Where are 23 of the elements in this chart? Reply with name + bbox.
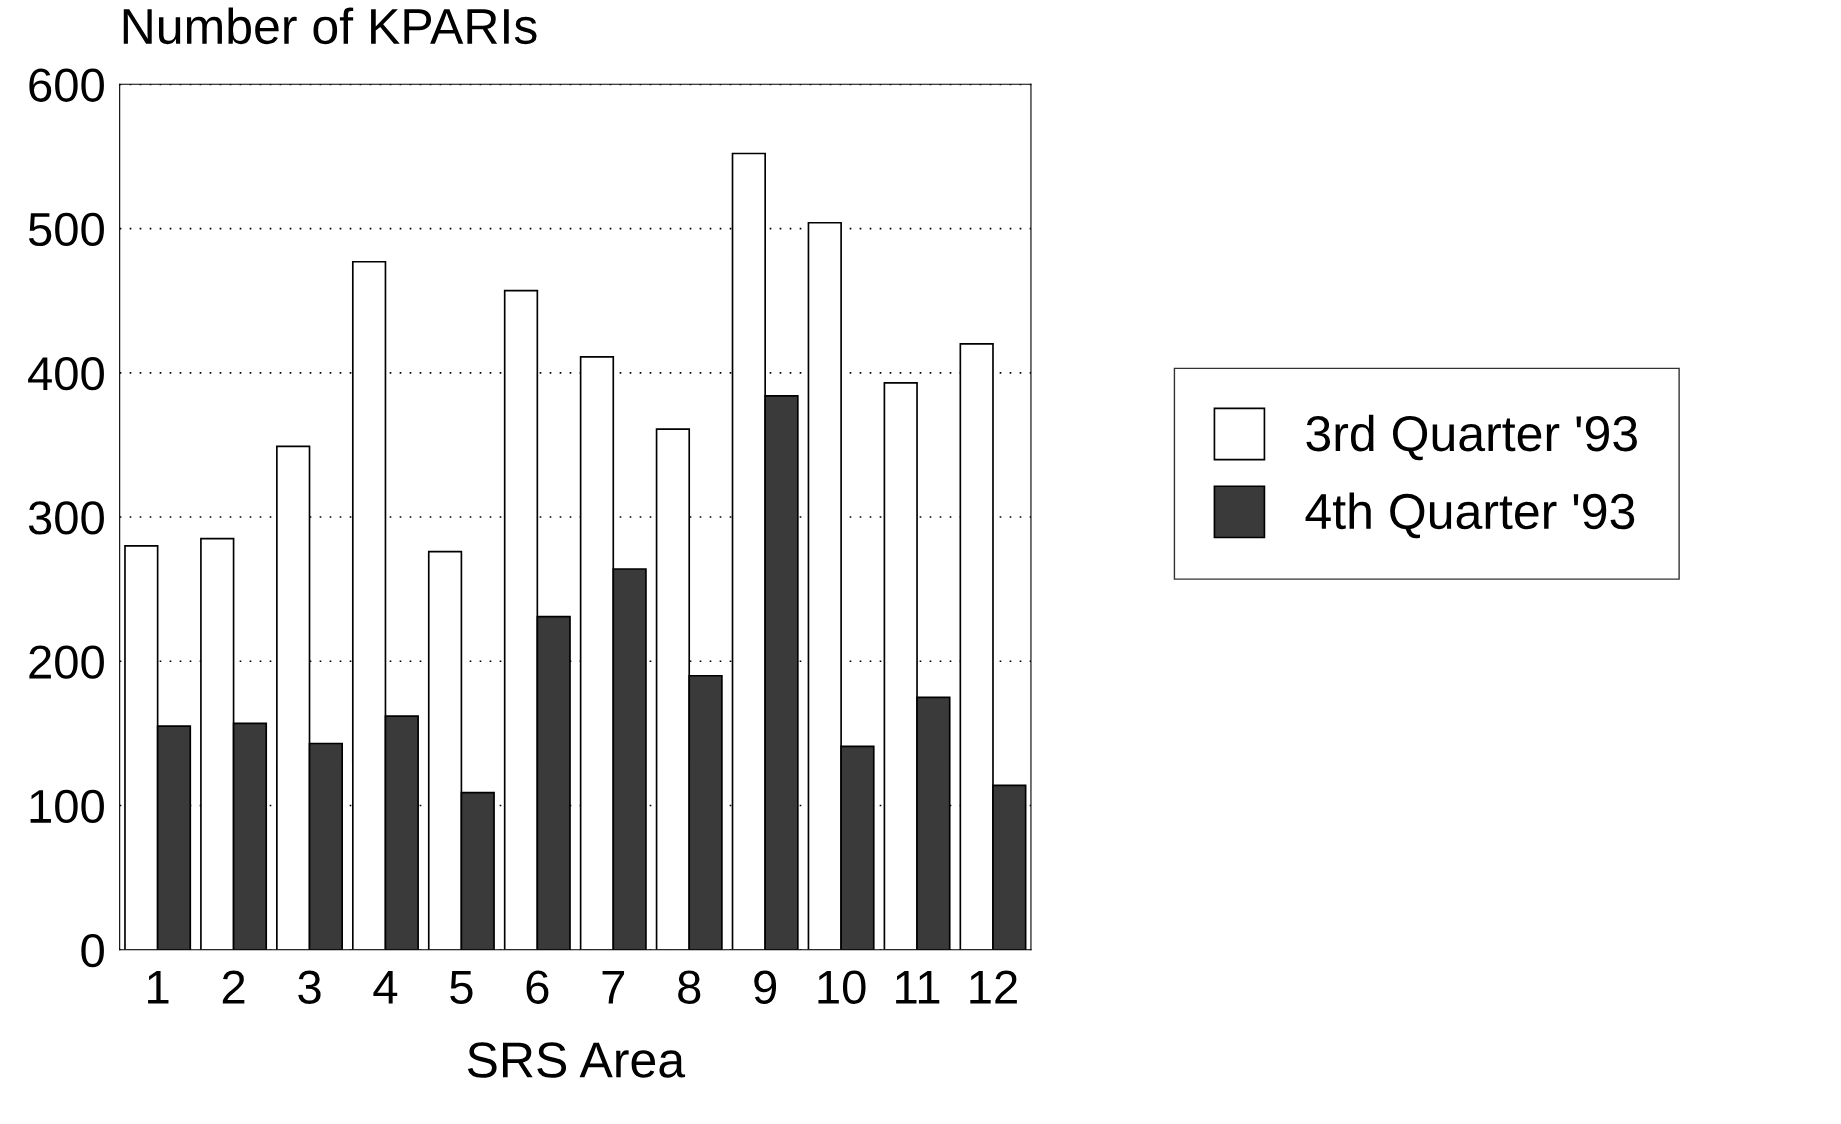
x-tick-label: 10 bbox=[818, 970, 866, 1004]
y-tick-label: 100 bbox=[30, 789, 104, 824]
y-tick-label: 400 bbox=[28, 356, 104, 391]
y-tick-label: 200 bbox=[29, 645, 104, 679]
x-tick-label: 12 bbox=[970, 970, 1017, 1004]
x-tick-label: 9 bbox=[754, 970, 777, 1004]
x-tick-label: 11 bbox=[896, 970, 940, 1004]
y-tick-label: 600 bbox=[29, 68, 104, 102]
x-axis-title: SRS Area bbox=[467, 1042, 686, 1078]
legend-label: 4th Quarter '93 bbox=[1305, 492, 1635, 539]
y-axis-title: Number of KPARIs bbox=[123, 7, 537, 45]
x-tick-label: 2 bbox=[222, 970, 245, 1004]
x-tick-label: 6 bbox=[526, 970, 549, 1004]
x-tick-label: 5 bbox=[450, 970, 473, 1004]
x-tick-label: 1 bbox=[148, 970, 169, 1004]
x-tick-label: 3 bbox=[298, 970, 321, 1004]
x-tick-label: 7 bbox=[602, 970, 625, 1004]
y-tick-label: 0 bbox=[81, 933, 104, 968]
x-tick-label: 8 bbox=[678, 970, 701, 1004]
y-tick-label: 300 bbox=[28, 501, 104, 535]
legend-label: 3rd Quarter '93 bbox=[1306, 414, 1637, 461]
x-tick-label: 4 bbox=[373, 970, 398, 1004]
y-tick-label: 500 bbox=[28, 212, 104, 247]
